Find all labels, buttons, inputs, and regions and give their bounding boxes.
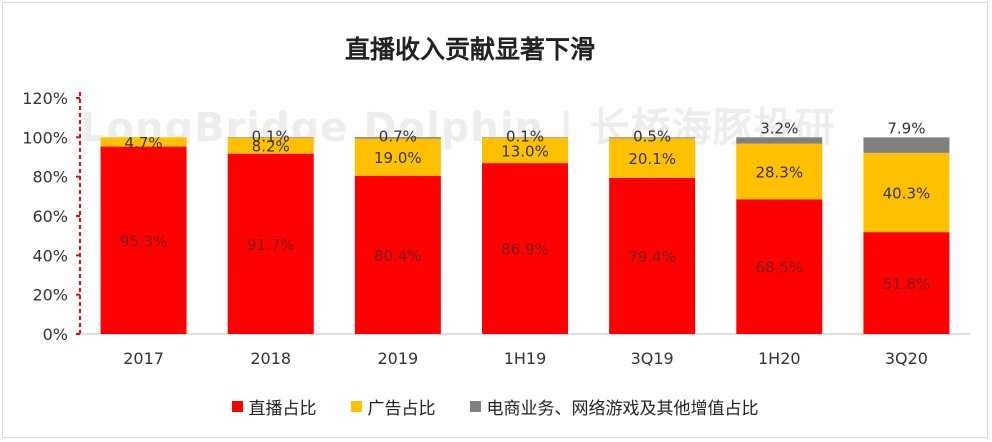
data-label: 0.1% [506, 127, 544, 145]
bar-livestream-3Q20 [863, 232, 950, 334]
bar-ads-3Q20 [863, 152, 950, 233]
y-tick-label: 80% [32, 168, 68, 187]
data-label: 51.8% [883, 275, 931, 293]
legend-item: 直播占比 [231, 394, 317, 419]
data-label: 80.4% [374, 247, 422, 265]
watermark: LongBridge Dolphin | 长桥海豚投研 [80, 105, 836, 151]
legend: 直播占比 广告占比 电商业务、网络游戏及其他增值占比 [0, 394, 990, 419]
x-tick-label: 3Q20 [885, 349, 928, 368]
bar-other-1H19 [482, 137, 568, 138]
x-tick-label: 1H20 [758, 349, 801, 368]
y-tick-label: 20% [32, 286, 68, 305]
data-label: 7.9% [887, 119, 925, 137]
x-tick-label: 2019 [377, 349, 418, 368]
bar-other-3Q19 [609, 137, 696, 139]
bar-other-2019 [354, 137, 441, 139]
legend-label: 直播占比 [248, 399, 317, 419]
chart-title: 直播收入贡献显著下滑 [344, 35, 595, 64]
legend-swatch [469, 401, 481, 412]
x-tick-label: 3Q19 [631, 349, 674, 368]
bar-livestream-2018 [227, 153, 314, 334]
y-tick-label: 0% [43, 325, 68, 344]
y-tick-label: 40% [32, 246, 68, 265]
bar-ads-2018 [227, 137, 314, 154]
x-tick-label: 2017 [123, 349, 164, 368]
data-label: 0.5% [633, 127, 671, 145]
legend-swatch [350, 401, 362, 412]
bar-ads-1H19 [482, 137, 568, 164]
bar-ads-2019 [354, 138, 441, 176]
bar-livestream-1H19 [482, 163, 568, 334]
data-label: 20.1% [628, 150, 676, 168]
legend-item: 广告占比 [350, 394, 436, 419]
data-label: 19.0% [374, 149, 422, 167]
y-tick-label: 100% [22, 128, 68, 147]
data-label: 95.3% [120, 232, 168, 250]
y-tick-label: 120% [22, 89, 68, 108]
data-label: 13.0% [501, 142, 549, 160]
bar-other-3Q20 [863, 137, 950, 153]
legend-label: 广告占比 [367, 399, 436, 419]
data-label: 8.2% [252, 138, 290, 156]
data-label: 4.7% [125, 134, 163, 152]
data-label: 68.5% [755, 259, 803, 277]
data-label: 28.3% [755, 163, 803, 181]
x-tick-label: 2018 [250, 349, 291, 368]
bar-ads-3Q19 [609, 138, 696, 178]
data-label: 3.2% [760, 119, 798, 137]
bar-ads-1H20 [736, 143, 823, 200]
legend-swatch [231, 401, 243, 412]
bar-other-2018 [227, 137, 314, 138]
legend-item: 电商业务、网络游戏及其他增值占比 [469, 394, 759, 419]
x-tick-label: 1H19 [504, 349, 547, 368]
data-label: 40.3% [883, 184, 931, 202]
data-label: 0.1% [252, 127, 290, 145]
data-label: 79.4% [628, 248, 676, 266]
y-tick-label: 60% [32, 207, 68, 226]
bar-other-1H20 [736, 137, 823, 144]
data-label: 86.9% [501, 241, 549, 259]
data-label: 0.7% [379, 127, 417, 145]
bar-ads-2017 [100, 137, 187, 147]
bar-livestream-2019 [354, 175, 441, 334]
data-label: 91.7% [247, 236, 295, 254]
bar-livestream-2017 [100, 146, 187, 334]
legend-label: 电商业务、网络游戏及其他增值占比 [486, 399, 759, 419]
bar-livestream-3Q19 [609, 177, 696, 334]
bar-livestream-1H20 [736, 199, 823, 334]
